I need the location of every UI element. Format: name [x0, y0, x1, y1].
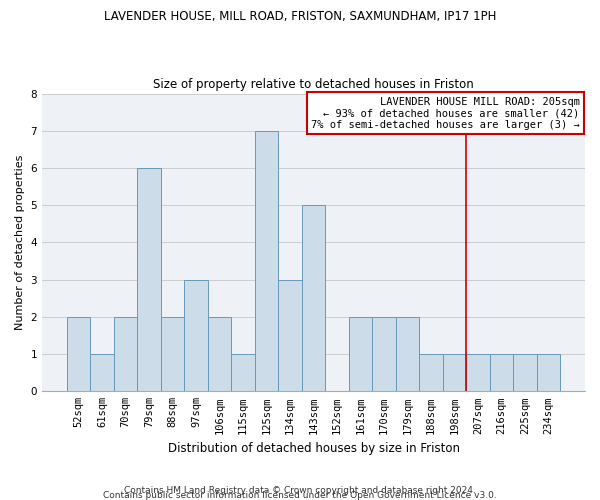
Title: Size of property relative to detached houses in Friston: Size of property relative to detached ho…: [153, 78, 474, 91]
Bar: [90, 354, 114, 392]
Bar: [231, 354, 255, 392]
Bar: [372, 317, 396, 392]
Bar: [137, 168, 161, 392]
X-axis label: Distribution of detached houses by size in Friston: Distribution of detached houses by size …: [167, 442, 460, 455]
Bar: [208, 317, 231, 392]
Bar: [349, 317, 372, 392]
Text: LAVENDER HOUSE, MILL ROAD, FRISTON, SAXMUNDHAM, IP17 1PH: LAVENDER HOUSE, MILL ROAD, FRISTON, SAXM…: [104, 10, 496, 23]
Text: Contains public sector information licensed under the Open Government Licence v3: Contains public sector information licen…: [103, 491, 497, 500]
Bar: [466, 354, 490, 392]
Bar: [184, 280, 208, 392]
Bar: [161, 317, 184, 392]
Bar: [67, 317, 90, 392]
Bar: [396, 317, 419, 392]
Bar: [278, 280, 302, 392]
Bar: [255, 131, 278, 392]
Bar: [114, 317, 137, 392]
Bar: [419, 354, 443, 392]
Bar: [490, 354, 514, 392]
Y-axis label: Number of detached properties: Number of detached properties: [15, 154, 25, 330]
Bar: [443, 354, 466, 392]
Bar: [302, 205, 325, 392]
Text: LAVENDER HOUSE MILL ROAD: 205sqm
← 93% of detached houses are smaller (42)
7% of: LAVENDER HOUSE MILL ROAD: 205sqm ← 93% o…: [311, 96, 580, 130]
Bar: [514, 354, 537, 392]
Text: Contains HM Land Registry data © Crown copyright and database right 2024.: Contains HM Land Registry data © Crown c…: [124, 486, 476, 495]
Bar: [537, 354, 560, 392]
